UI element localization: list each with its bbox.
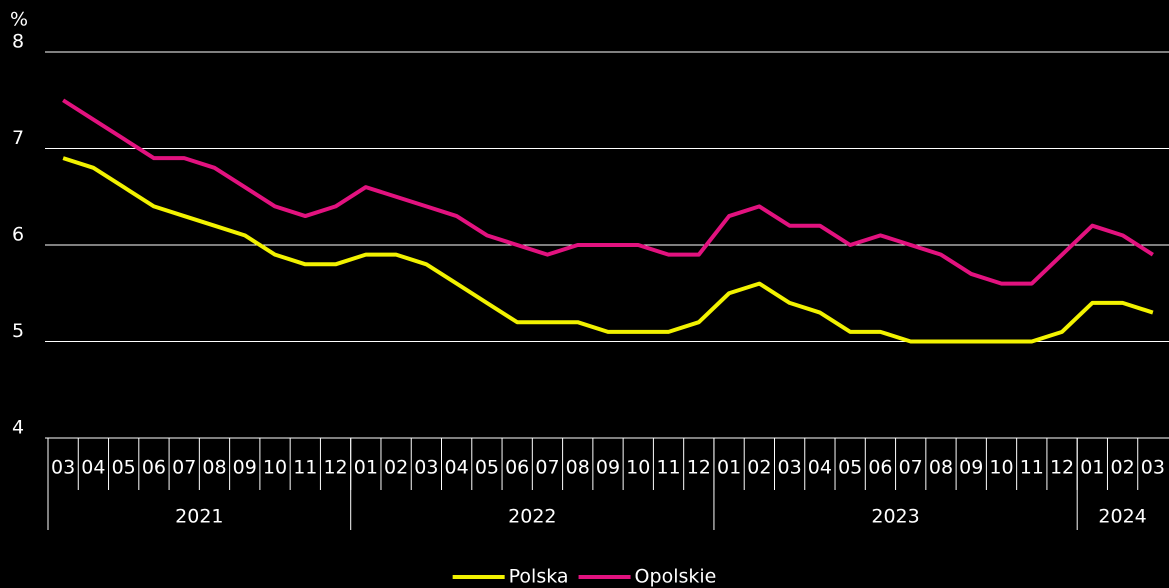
year-label: 2021 [175,506,223,528]
year-label: 2023 [871,506,919,528]
line [62,98,1154,286]
y-tick-label: 8 [12,31,24,53]
year-label: 2024 [1098,506,1146,528]
x-tick-label: 03 [51,457,75,479]
x-tick-label: 05 [838,457,862,479]
x-tick-label: 01 [1080,457,1104,479]
legend-label: Polska [509,566,569,588]
x-tick-label: 04 [808,457,832,479]
year-label: 2022 [508,506,556,528]
x-tick-label: 05 [475,457,499,479]
y-tick-label: 5 [12,320,24,342]
y-axis-label: % [10,9,28,31]
x-tick-label: 04 [445,457,469,479]
x-tick-label: 10 [989,457,1013,479]
y-tick-label: 4 [12,417,24,439]
x-tick-label: 02 [384,457,408,479]
x-tick-label: 05 [112,457,136,479]
x-tick-label: 07 [172,457,196,479]
x-tick-label: 06 [505,457,529,479]
x-tick-label: 03 [778,457,802,479]
x-tick-label: 07 [899,457,923,479]
x-tick-label: 03 [1141,457,1165,479]
x-tick-label: 09 [233,457,257,479]
legend: Polska Opolskie [452,566,717,588]
y-tick-label: 6 [12,224,24,246]
x-tick-label: 11 [656,457,680,479]
x-tick-label: 10 [263,457,287,479]
x-tick-label: 10 [626,457,650,479]
legend-label: Opolskie [635,566,717,588]
x-tick-label: 03 [414,457,438,479]
x-tick-label: 09 [596,457,620,479]
x-tick-label: 11 [293,457,317,479]
x-tick-label: 06 [142,457,166,479]
x-tick-label: 11 [1020,457,1044,479]
x-tick-label: 06 [868,457,892,479]
y-tick-label: 7 [12,127,24,149]
x-tick-label: 09 [959,457,983,479]
x-tick-label: 12 [323,457,347,479]
x-tick-label: 08 [566,457,590,479]
x-tick-label: 01 [717,457,741,479]
x-tick-label: 12 [687,457,711,479]
line [62,156,1154,344]
x-tick-label: 07 [535,457,559,479]
x-tick-label: 04 [81,457,105,479]
x-tick-label: 01 [354,457,378,479]
x-tick-label: 12 [1050,457,1074,479]
x-tick-label: 02 [1111,457,1135,479]
x-tick-label: 02 [747,457,771,479]
x-tick-label: 08 [202,457,226,479]
x-tick-label: 08 [929,457,953,479]
